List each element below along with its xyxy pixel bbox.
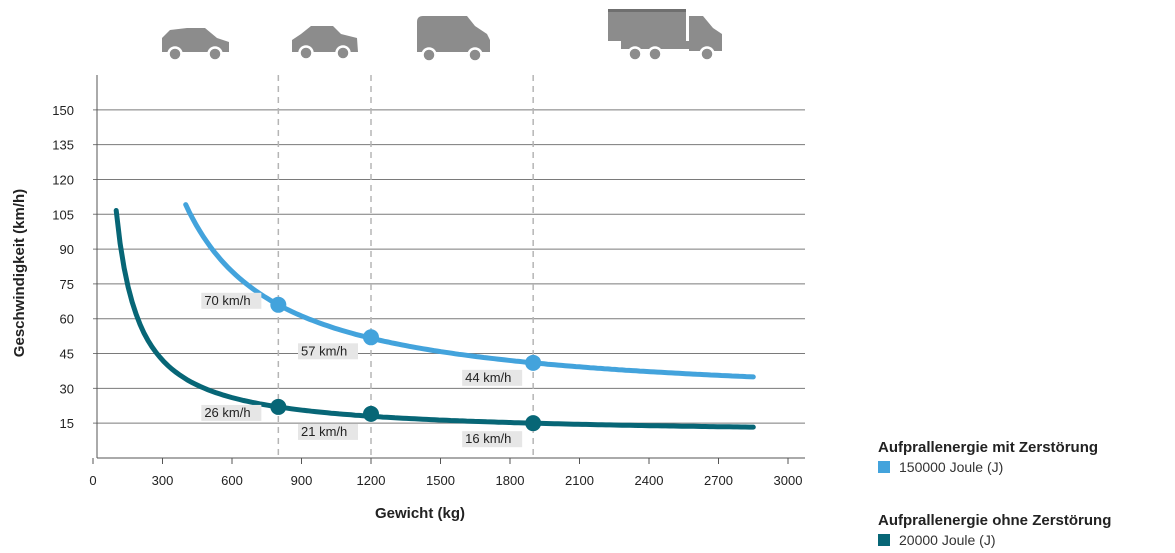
x-tick-label: 300 (152, 473, 174, 488)
x-tick-label: 1200 (357, 473, 386, 488)
x-tick-label: 1500 (426, 473, 455, 488)
legend-group-with-destruction: Aufprallenergie mit Zerstörung 150000 Jo… (878, 439, 1098, 475)
compact-car-icon (292, 26, 358, 61)
y-tick-label: 30 (60, 381, 74, 396)
x-tick-label: 2700 (704, 473, 733, 488)
legend-swatch-dark-teal (878, 534, 890, 546)
data-label: 70 km/h (204, 293, 250, 308)
data-label: 44 km/h (465, 370, 511, 385)
data-point (525, 415, 542, 432)
y-tick-label: 90 (60, 242, 74, 257)
data-label-background (462, 369, 523, 386)
x-tick-label: 0 (89, 473, 96, 488)
y-tick-label: 45 (60, 347, 74, 362)
data-point (270, 296, 287, 313)
x-tick-label: 2400 (635, 473, 664, 488)
data-labels: 70 km/h 57 km/h 44 km/h 26 km/h 21 km/h 16 km… (201, 292, 523, 448)
data-point (270, 398, 287, 415)
data-label-background (462, 431, 523, 448)
legend-item-label: 150000 Joule (J) (899, 459, 1004, 475)
legend-item-label: 20000 Joule (J) (899, 532, 996, 548)
truck-icon (608, 9, 722, 62)
x-tick-label: 1800 (496, 473, 525, 488)
y-tick-label: 15 (60, 416, 74, 431)
legend-title-with-destruction: Aufprallenergie mit Zerstörung (878, 439, 1099, 456)
legend-swatch-light-blue (878, 461, 890, 473)
data-point (525, 354, 542, 371)
y-tick-label: 60 (60, 312, 74, 327)
series-line-150000-joule (183, 202, 756, 380)
data-label: 57 km/h (301, 343, 347, 358)
reference-weight-lines (277, 75, 534, 458)
x-tick-label: 2100 (565, 473, 594, 488)
legend-item-20000: 20000 Joule (J) (878, 532, 1111, 548)
x-tick-label: 3000 (774, 473, 803, 488)
data-point (363, 329, 379, 346)
legend-item-150000: 150000 Joule (J) (878, 459, 1098, 475)
data-label-background (298, 423, 358, 440)
data-label: 21 km/h (301, 424, 347, 439)
y-axis-label: Geschwindigkeit (km/h) (11, 189, 28, 357)
data-point (363, 405, 379, 422)
van-icon (417, 16, 490, 63)
data-label: 26 km/h (204, 405, 250, 420)
y-tick-label: 135 (52, 138, 74, 153)
series-lines (113, 202, 756, 430)
series-markers (270, 296, 542, 432)
y-tick-label: 150 (52, 103, 74, 118)
y-tick-label: 75 (60, 277, 74, 292)
x-tick-label: 600 (221, 473, 243, 488)
vehicle-icons (162, 9, 722, 63)
data-label-background (298, 343, 358, 360)
data-label-background (201, 292, 262, 309)
x-axis-label: Gewicht (kg) (375, 505, 465, 522)
data-label: 16 km/h (465, 431, 511, 446)
legend-title-without-destruction: Aufprallenergie ohne Zerstörung (878, 512, 1112, 529)
small-car-icon (162, 28, 229, 62)
y-tick-label: 105 (52, 207, 74, 222)
data-label-background (201, 404, 262, 421)
legend-group-without-destruction: Aufprallenergie ohne Zerstörung 20000 Jo… (878, 512, 1111, 548)
series-line-20000-joule (113, 208, 756, 430)
x-tick-label: 900 (291, 473, 313, 488)
y-tick-label: 120 (52, 172, 74, 187)
